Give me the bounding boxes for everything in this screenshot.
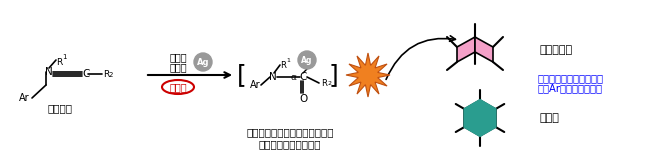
Text: C: C [82,69,90,79]
Text: Ar: Ar [20,93,30,103]
Text: 芳香環を直接的に変換: 芳香環を直接的に変換 [259,139,321,149]
Text: Ag: Ag [197,57,209,67]
Circle shape [194,53,212,71]
Circle shape [298,51,316,69]
Text: [: [ [237,63,247,87]
Text: R: R [321,79,327,88]
Text: 世界初のキラル銀カルベン発生: 世界初のキラル銀カルベン発生 [246,127,333,137]
Text: 1: 1 [286,58,290,63]
Text: 銀触媒: 銀触媒 [169,62,187,72]
Text: イナミド: イナミド [47,103,73,113]
Text: R: R [56,57,62,67]
Text: 2: 2 [327,81,331,86]
Text: 酸化剤: 酸化剤 [169,82,187,92]
Text: Ar: Ar [250,80,260,90]
Text: C: C [299,72,307,82]
Text: 活性化されていない芳香: 活性化されていない芳香 [538,73,604,83]
Text: ]: ] [328,63,338,87]
Polygon shape [475,37,493,62]
Text: R: R [103,69,109,79]
Polygon shape [464,100,495,136]
Ellipse shape [162,80,194,94]
Text: α: α [290,72,296,81]
Polygon shape [346,53,390,97]
Text: N: N [45,67,53,77]
Text: N: N [269,72,277,82]
Text: 1: 1 [62,54,66,60]
Text: 2: 2 [109,72,113,78]
Text: 平面的: 平面的 [540,113,560,123]
Text: O: O [299,94,307,104]
Text: 三次元構造: 三次元構造 [540,45,573,55]
Text: キラル: キラル [169,52,187,62]
Text: Ag: Ag [302,56,313,64]
Polygon shape [457,37,475,62]
Text: 環（Ar）の脱芳香族化: 環（Ar）の脱芳香族化 [538,83,603,93]
Text: R: R [280,60,286,69]
